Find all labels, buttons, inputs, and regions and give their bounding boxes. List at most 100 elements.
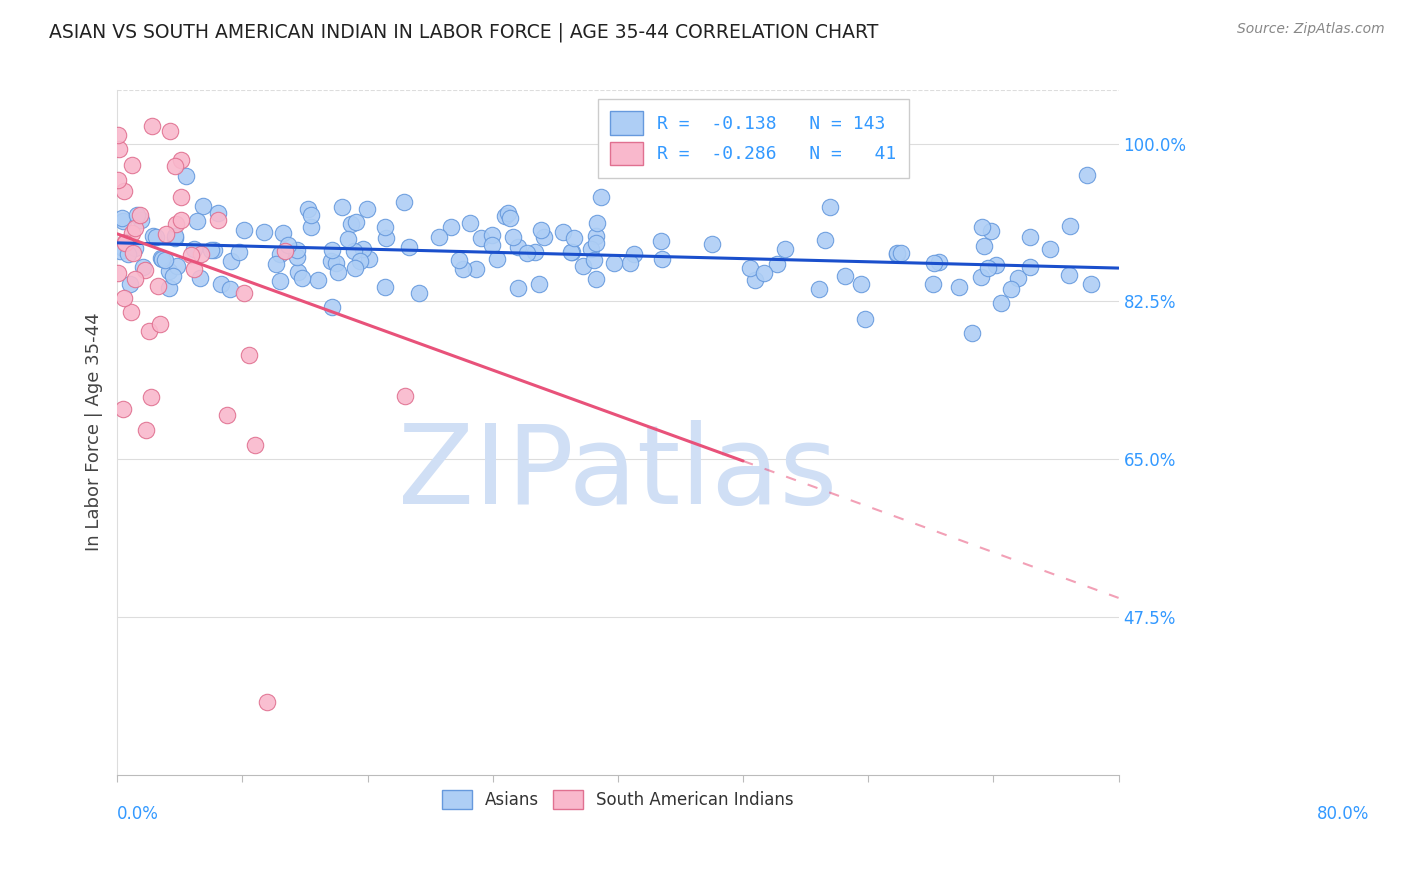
Point (890, 245, 912, 260)
Point (855, 312, 877, 326)
Point (138, 324, 160, 338)
Point (619, 256, 641, 270)
Point (834, 268, 856, 283)
Point (886, 246, 908, 260)
Point (183, 243, 205, 257)
Point (585, 228, 607, 243)
Point (114, 235, 136, 249)
Point (740, 260, 762, 275)
Point (529, 223, 551, 237)
Point (291, 271, 314, 285)
Point (349, 253, 371, 268)
Point (481, 228, 503, 243)
Point (243, 438, 266, 452)
Point (374, 220, 396, 235)
Point (207, 206, 229, 220)
Point (146, 278, 169, 293)
Point (1059, 219, 1081, 234)
Point (551, 225, 574, 239)
Point (344, 215, 367, 229)
Point (253, 225, 276, 239)
Point (149, 317, 172, 331)
Point (374, 279, 396, 293)
Point (429, 230, 451, 244)
Point (650, 235, 672, 249)
Point (159, 124, 181, 138)
Point (973, 239, 995, 253)
Point (107, 128, 129, 142)
Point (170, 189, 193, 203)
Text: 80.0%: 80.0% (1316, 805, 1369, 823)
Point (188, 270, 211, 285)
Point (111, 241, 134, 255)
Point (285, 251, 308, 265)
Point (307, 272, 329, 286)
Point (516, 246, 538, 260)
Point (818, 200, 841, 214)
Text: 0.0%: 0.0% (117, 805, 159, 823)
Point (1039, 242, 1062, 256)
Point (228, 244, 250, 259)
Point (962, 326, 984, 340)
Point (207, 213, 229, 227)
Point (561, 244, 583, 259)
Point (498, 211, 520, 225)
Point (134, 263, 156, 277)
Point (287, 264, 309, 278)
Point (1076, 168, 1098, 182)
Point (1057, 268, 1080, 282)
Point (744, 272, 766, 286)
Point (107, 266, 129, 280)
Point (325, 256, 347, 270)
Point (129, 213, 152, 227)
Point (112, 185, 135, 199)
Point (141, 119, 163, 133)
Point (374, 231, 396, 245)
Text: ZIPatlas: ZIPatlas (398, 420, 838, 526)
Y-axis label: In Labor Force | Age 35-44: In Labor Force | Age 35-44 (86, 313, 103, 551)
Point (765, 257, 787, 271)
Point (232, 285, 254, 300)
Point (218, 282, 240, 296)
Point (165, 159, 187, 173)
Point (191, 199, 214, 213)
Point (162, 269, 184, 284)
Point (169, 153, 191, 167)
Legend: Asians, South American Indians: Asians, South American Indians (433, 781, 801, 818)
Point (465, 261, 488, 276)
Point (948, 279, 970, 293)
Point (496, 206, 519, 220)
Point (392, 194, 415, 209)
Point (332, 201, 354, 215)
Point (1080, 277, 1102, 291)
Point (157, 264, 180, 278)
Point (266, 257, 288, 271)
Point (603, 256, 626, 270)
Point (165, 231, 187, 245)
Point (502, 229, 524, 244)
Point (124, 221, 146, 235)
Point (125, 208, 148, 222)
Point (170, 212, 193, 227)
Point (150, 252, 173, 267)
Point (352, 242, 374, 256)
Point (153, 252, 176, 267)
Point (139, 390, 162, 404)
Point (108, 244, 131, 258)
Point (217, 408, 239, 422)
Point (814, 234, 837, 248)
Point (149, 251, 172, 265)
Point (533, 229, 555, 244)
Point (623, 246, 645, 260)
Point (977, 261, 1000, 276)
Point (132, 260, 155, 274)
Point (651, 252, 673, 266)
Point (129, 208, 152, 222)
Point (299, 208, 322, 222)
Point (124, 241, 146, 255)
Point (585, 235, 607, 250)
Point (271, 226, 294, 240)
Point (990, 296, 1012, 310)
Point (1000, 282, 1022, 296)
Point (470, 231, 492, 245)
